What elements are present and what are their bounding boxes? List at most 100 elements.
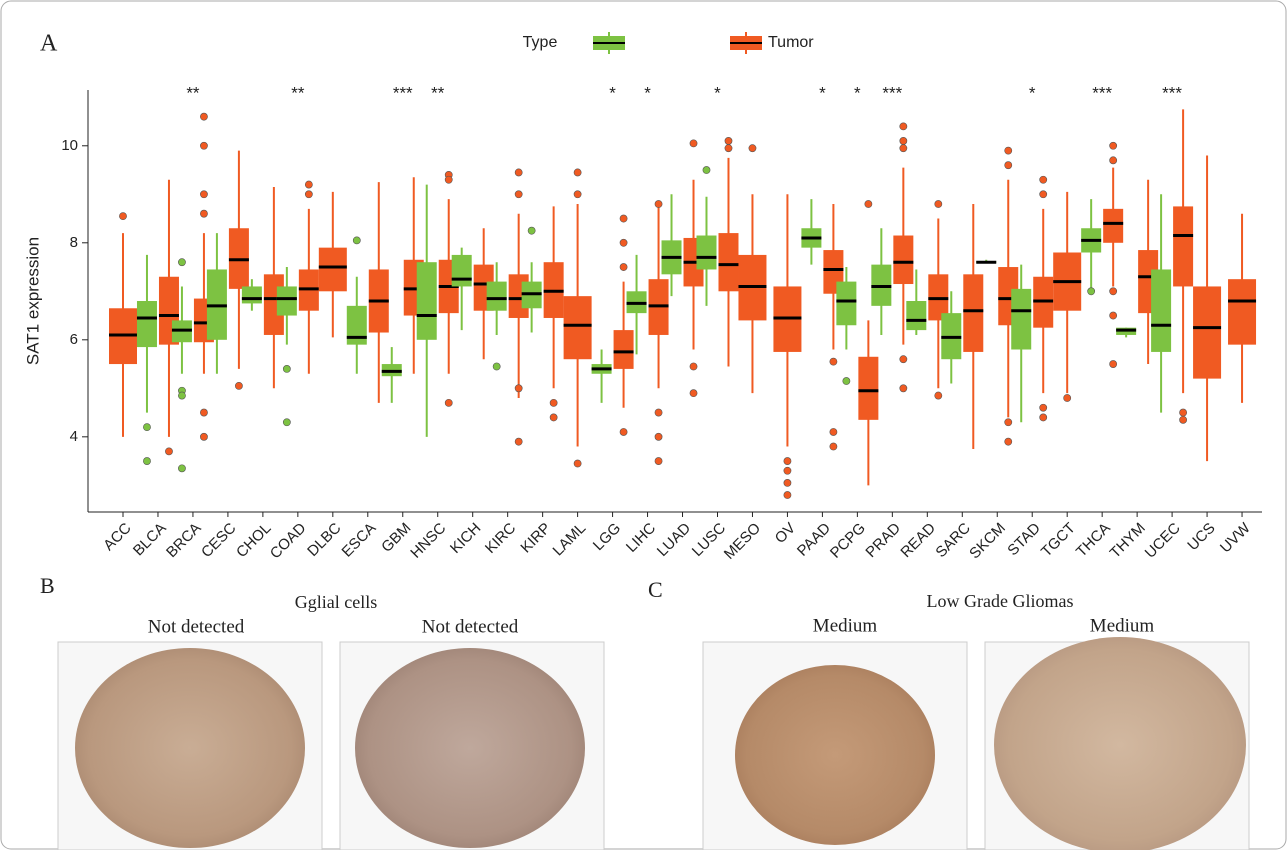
box — [718, 233, 739, 292]
outlier — [619, 428, 628, 436]
box — [1103, 208, 1124, 243]
outlier — [1004, 161, 1013, 170]
outlier — [1004, 437, 1013, 446]
tissue-core — [75, 648, 305, 848]
box — [486, 281, 507, 311]
significance-label: ** — [186, 83, 200, 102]
significance-label: *** — [1162, 83, 1182, 102]
outlier — [1087, 287, 1096, 296]
outlier — [899, 355, 908, 364]
outlier — [1004, 146, 1013, 155]
outlier — [829, 428, 838, 436]
legend-title: Type — [523, 34, 558, 51]
box — [1173, 206, 1194, 287]
outlier — [1109, 360, 1118, 368]
outlier — [654, 408, 663, 417]
panel-label: B — [40, 573, 55, 598]
image-caption: Medium — [813, 615, 878, 636]
outlier — [165, 447, 173, 456]
image-caption: Medium — [1090, 615, 1155, 636]
outlier — [304, 190, 313, 199]
outlier — [783, 466, 792, 475]
tissue-core — [355, 648, 585, 848]
box — [836, 281, 857, 326]
outlier — [899, 137, 908, 145]
box — [696, 235, 717, 270]
outlier — [619, 214, 628, 223]
image-caption: Not detected — [148, 616, 245, 637]
y-tick-label: 10 — [61, 137, 78, 154]
outlier — [282, 418, 291, 427]
outlier — [514, 168, 523, 177]
box — [241, 286, 262, 304]
box — [1228, 279, 1257, 345]
outlier — [899, 384, 908, 393]
outlier — [689, 389, 698, 398]
outlier — [619, 263, 628, 271]
significance-label: * — [609, 83, 616, 102]
outlier — [1039, 175, 1048, 184]
outlier — [689, 362, 698, 371]
outlier — [143, 423, 151, 432]
outlier — [119, 212, 127, 221]
outlier — [235, 381, 243, 390]
significance-label: * — [854, 83, 861, 102]
outlier — [1004, 418, 1013, 427]
outlier — [702, 166, 711, 174]
outlier — [1039, 413, 1048, 422]
outlier — [654, 200, 663, 208]
box — [963, 274, 984, 352]
box — [136, 301, 157, 348]
significance-label: * — [714, 83, 721, 102]
outlier — [1039, 190, 1048, 199]
outlier — [200, 209, 208, 218]
box — [563, 296, 592, 360]
outlier — [724, 137, 733, 145]
outlier — [842, 377, 851, 385]
panel-label: C — [648, 577, 663, 602]
outlier — [1179, 415, 1187, 424]
outlier — [783, 457, 792, 465]
outlier — [829, 442, 838, 451]
outlier — [549, 398, 558, 407]
outlier — [654, 457, 663, 465]
outlier — [1179, 408, 1187, 417]
box — [346, 305, 367, 345]
outlier — [573, 190, 582, 199]
outlier — [899, 144, 908, 153]
outlier — [444, 398, 453, 407]
panel-label: A — [40, 31, 58, 57]
significance-label: * — [644, 83, 651, 102]
significance-label: ** — [431, 83, 445, 102]
significance-label: *** — [882, 83, 902, 102]
outlier — [514, 190, 523, 199]
outlier — [514, 437, 523, 446]
outlier — [573, 459, 582, 468]
legend-label: Tumor — [768, 34, 814, 51]
box — [416, 262, 437, 340]
outlier — [1109, 156, 1118, 165]
outlier — [200, 432, 208, 441]
significance-label: *** — [393, 83, 413, 102]
outlier — [178, 464, 186, 473]
outlier — [492, 362, 501, 371]
outlier — [527, 226, 536, 235]
outlier — [1109, 287, 1118, 296]
y-tick-label: 6 — [70, 331, 78, 348]
outlier — [282, 365, 291, 373]
outlier — [934, 391, 943, 400]
tissue-core — [735, 665, 935, 845]
outlier — [724, 144, 733, 153]
outlier — [1109, 311, 1118, 320]
box — [451, 254, 472, 287]
outlier — [178, 391, 186, 400]
significance-label: * — [819, 83, 826, 102]
box — [318, 247, 347, 292]
outlier — [783, 491, 792, 499]
outlier — [934, 200, 943, 208]
y-tick-label: 4 — [70, 428, 78, 445]
outlier — [864, 200, 873, 208]
box — [906, 301, 927, 331]
